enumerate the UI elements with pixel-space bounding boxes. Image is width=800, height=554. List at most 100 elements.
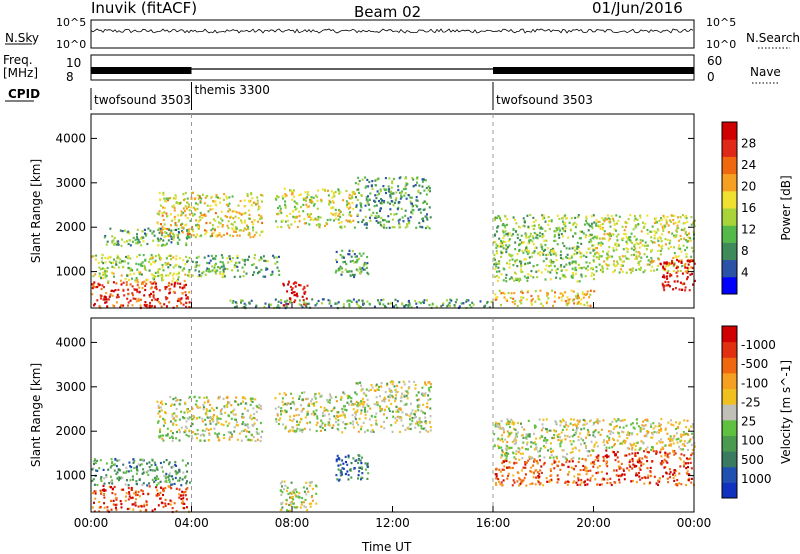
cell bbox=[253, 422, 256, 425]
cell bbox=[234, 301, 237, 304]
cell bbox=[585, 255, 588, 258]
cell bbox=[241, 299, 244, 302]
cell bbox=[593, 235, 596, 238]
cell bbox=[254, 254, 256, 257]
cell bbox=[539, 437, 542, 440]
cell bbox=[234, 226, 237, 229]
cell bbox=[146, 278, 149, 282]
cell bbox=[127, 230, 130, 233]
cell bbox=[185, 488, 188, 491]
cell bbox=[354, 418, 357, 421]
cell bbox=[493, 433, 496, 436]
cell bbox=[379, 221, 382, 224]
cell bbox=[504, 226, 507, 229]
cell bbox=[606, 214, 609, 217]
cell bbox=[365, 394, 368, 397]
cell bbox=[105, 301, 108, 304]
cell bbox=[685, 483, 688, 487]
cell bbox=[568, 298, 571, 301]
cell bbox=[284, 425, 287, 428]
cell bbox=[561, 464, 564, 467]
cell bbox=[288, 226, 291, 229]
cell bbox=[124, 499, 127, 502]
cell bbox=[615, 474, 618, 477]
cell bbox=[571, 460, 574, 463]
cell bbox=[319, 216, 322, 219]
cell bbox=[203, 401, 206, 404]
cell bbox=[424, 420, 427, 423]
cell bbox=[121, 260, 123, 263]
cell bbox=[675, 469, 678, 473]
cell bbox=[135, 262, 138, 265]
cell bbox=[170, 258, 172, 261]
cell bbox=[570, 466, 573, 469]
cell bbox=[260, 268, 263, 271]
cell bbox=[164, 263, 167, 266]
cell bbox=[149, 258, 152, 261]
cell bbox=[327, 400, 330, 403]
cell bbox=[597, 456, 600, 459]
cell bbox=[311, 402, 314, 406]
cell bbox=[135, 498, 137, 501]
cell bbox=[503, 268, 506, 271]
cell bbox=[156, 492, 159, 495]
cell bbox=[575, 269, 578, 272]
cell bbox=[191, 418, 193, 421]
cell bbox=[405, 413, 408, 416]
cell bbox=[585, 293, 587, 296]
cell bbox=[592, 244, 595, 247]
cell bbox=[129, 479, 132, 482]
cell bbox=[359, 204, 362, 207]
cell bbox=[563, 456, 566, 459]
cell bbox=[675, 271, 678, 274]
cell bbox=[595, 270, 598, 273]
cell bbox=[105, 474, 108, 477]
cell bbox=[410, 306, 413, 309]
cell bbox=[357, 401, 360, 405]
cell bbox=[458, 305, 461, 308]
cell bbox=[204, 273, 207, 276]
cell bbox=[94, 286, 97, 289]
cell bbox=[499, 470, 502, 473]
cell bbox=[120, 283, 123, 286]
cell bbox=[170, 237, 173, 240]
cell bbox=[306, 213, 309, 216]
cell bbox=[567, 302, 570, 305]
cell bbox=[342, 462, 345, 465]
cell bbox=[677, 270, 680, 273]
cell bbox=[639, 468, 642, 471]
cell bbox=[618, 474, 621, 477]
cell bbox=[558, 296, 560, 299]
cell bbox=[347, 456, 350, 459]
cell bbox=[303, 292, 306, 295]
cell bbox=[522, 441, 525, 444]
cell bbox=[304, 197, 307, 200]
cell bbox=[316, 421, 319, 424]
cell bbox=[514, 230, 517, 233]
cell bbox=[379, 410, 382, 413]
cell bbox=[292, 282, 295, 285]
cell bbox=[647, 259, 650, 262]
cell bbox=[519, 268, 522, 271]
cell bbox=[186, 487, 189, 490]
cell bbox=[408, 219, 411, 222]
cell bbox=[505, 423, 508, 426]
cell bbox=[134, 238, 137, 241]
cell bbox=[541, 235, 544, 238]
cell bbox=[333, 406, 336, 409]
cell bbox=[176, 299, 179, 303]
cell bbox=[184, 263, 187, 266]
cell bbox=[647, 476, 650, 479]
cell bbox=[136, 255, 139, 258]
cell bbox=[175, 255, 178, 258]
cell bbox=[226, 405, 229, 408]
cell bbox=[526, 441, 529, 444]
cell bbox=[107, 281, 110, 284]
cell bbox=[508, 461, 511, 464]
cell bbox=[419, 225, 422, 228]
cell bbox=[289, 297, 292, 300]
cell bbox=[176, 430, 179, 434]
cell bbox=[328, 421, 331, 424]
cell bbox=[510, 292, 513, 295]
cell bbox=[163, 474, 166, 478]
